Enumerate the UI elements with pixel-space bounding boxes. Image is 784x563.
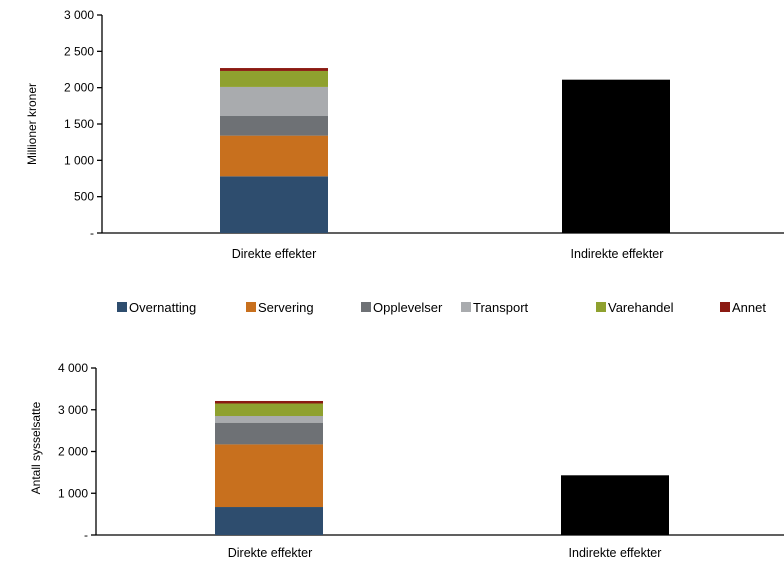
legend-swatch-opplevelser — [361, 302, 371, 312]
legend-label-overnatting: Overnatting — [129, 300, 196, 315]
legend: Overnatting Servering Opplevelser Transp… — [117, 300, 766, 315]
chart2-bar-indirekte-total — [561, 475, 669, 535]
legend-label-servering: Servering — [258, 300, 314, 315]
legend-swatch-transport — [461, 302, 471, 312]
chart1-bar-direkte-annet — [220, 68, 328, 71]
chart1-y-tick-label: 2 000 — [64, 81, 94, 95]
chart1-y-tick-label: 2 500 — [64, 44, 94, 58]
chart1-y-tick-label: 1 500 — [64, 117, 94, 131]
chart1-y-tick-label: 500 — [74, 190, 94, 204]
legend-label-opplevelser: Opplevelser — [373, 300, 443, 315]
chart2-y-tick-label: 1 000 — [58, 486, 88, 500]
chart1-category-label-direkte: Direkte effekter — [232, 247, 317, 261]
legend-label-annet: Annet — [732, 300, 766, 315]
chart2-bar-direkte-varehandel — [215, 403, 323, 417]
chart2-ylabel: Antall sysselsatte — [29, 401, 43, 494]
chart1-y-tick-label: 1 000 — [64, 153, 94, 167]
chart2-bar-direkte-servering — [215, 444, 323, 508]
chart1-bar-direkte-servering — [220, 135, 328, 177]
chart1-bar-indirekte-total — [562, 79, 670, 233]
legend-swatch-servering — [246, 302, 256, 312]
chart1-bar-direkte-opplevelser — [220, 116, 328, 136]
chart1-y-tick-label: - — [90, 226, 94, 240]
chart2-bar-direkte-overnatting — [215, 507, 323, 535]
chart1-bar-direkte-transport — [220, 86, 328, 117]
chart-bottom-antall-sysselsatte: Antall sysselsatte - 1 000 2 000 3 000 4 000… — [29, 361, 784, 560]
chart2-y-tick-label: 3 000 — [58, 403, 88, 417]
chart2-bar-direkte-opplevelser — [215, 422, 323, 445]
chart1-category-label-indirekte: Indirekte effekter — [571, 247, 664, 261]
chart2-y-tick-label: - — [84, 528, 88, 542]
chart2-category-label-direkte: Direkte effekter — [228, 546, 313, 560]
chart2-y-tick-label: 2 000 — [58, 445, 88, 459]
legend-label-varehandel: Varehandel — [608, 300, 674, 315]
chart1-ylabel: Millioner kroner — [25, 83, 39, 165]
legend-swatch-varehandel — [596, 302, 606, 312]
chart1-bar-direkte-varehandel — [220, 70, 328, 87]
chart2-bar-direkte-transport — [215, 416, 323, 423]
legend-label-transport: Transport — [473, 300, 529, 315]
legend-swatch-annet — [720, 302, 730, 312]
chart1-bar-direkte-overnatting — [220, 176, 328, 233]
chart2-category-label-indirekte: Indirekte effekter — [569, 546, 662, 560]
chart-top-millioner-kroner: Millioner kroner - 500 1 000 1 500 2 000 2 50… — [25, 8, 784, 261]
chart1-y-tick-label: 3 000 — [64, 8, 94, 22]
legend-swatch-overnatting — [117, 302, 127, 312]
chart2-y-tick-label: 4 000 — [58, 361, 88, 375]
chart2-bar-direkte-annet — [215, 400, 323, 404]
